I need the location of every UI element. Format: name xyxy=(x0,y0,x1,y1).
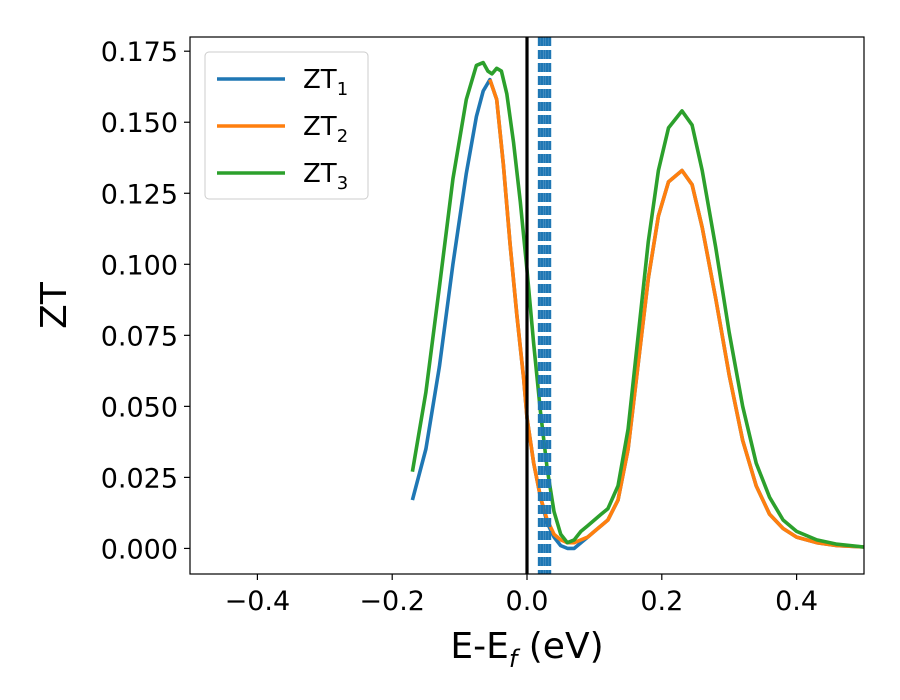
y-tick-label: 0.025 xyxy=(101,463,178,494)
x-axis-label-unit: (eV) xyxy=(517,626,603,667)
x-axis-label-main: E-E xyxy=(450,626,508,667)
legend-label-2: ZT2 xyxy=(303,112,348,147)
legend-label-1: ZT1 xyxy=(303,65,348,100)
y-tick-label: 0.050 xyxy=(101,392,178,423)
y-tick-label: 0.000 xyxy=(101,534,178,565)
legend: ZT1 ZT2 ZT3 xyxy=(204,51,369,200)
y-axis-label: ZT xyxy=(34,281,75,329)
x-tick-label: 0.2 xyxy=(640,586,683,617)
y-tick-label: 0.100 xyxy=(101,250,178,281)
legend-entries: ZT1 ZT2 ZT3 xyxy=(217,65,348,194)
series-line-1 xyxy=(410,77,865,551)
series-lines xyxy=(410,37,865,574)
x-axis-label: E-Ef (eV) xyxy=(450,626,603,673)
x-tick-label: −0.2 xyxy=(359,586,425,617)
x-tick-label: 0.0 xyxy=(506,586,549,617)
y-tick-label: 0.150 xyxy=(101,108,178,139)
y-tick-label: 0.125 xyxy=(101,179,178,210)
y-tick-label: 0.075 xyxy=(101,321,178,352)
legend-label-3: ZT3 xyxy=(303,159,348,194)
x-tick-label: −0.4 xyxy=(225,586,291,617)
y-tick-label: 0.175 xyxy=(101,37,178,68)
legend-box xyxy=(204,51,369,200)
series-line-3 xyxy=(410,60,865,549)
x-tick-label: 0.4 xyxy=(775,586,818,617)
axis-ticks: −0.4 −0.2 0.0 0.2 0.4 0.000 0.025 0.050 0.075 0.1… xyxy=(101,37,818,617)
